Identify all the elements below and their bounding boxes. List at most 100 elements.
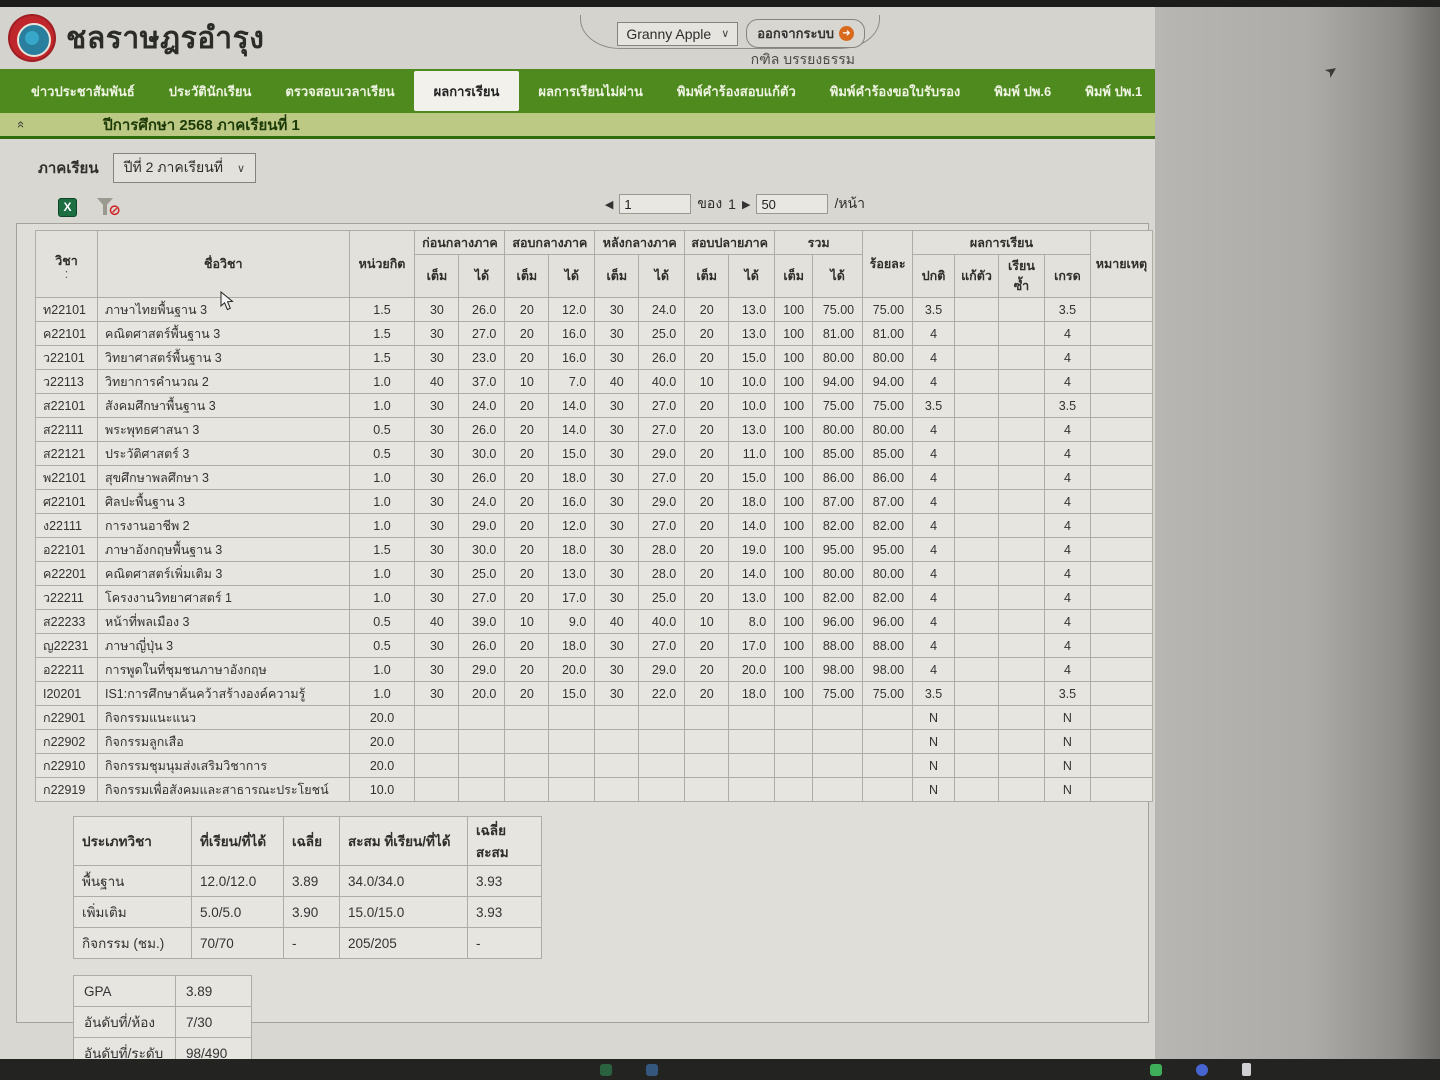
table-row[interactable]: ส22101 สังคมศึกษาพื้นฐาน 3 1.0 30 24.0 20 14.0… — [35, 393, 1154, 418]
score-cell: 18.0 — [728, 681, 776, 706]
score-cell: 30 — [414, 489, 460, 514]
clear-filter-icon[interactable]: ⊘ — [97, 197, 121, 219]
score-cell: 30 — [414, 417, 460, 442]
summary-cell: - — [467, 927, 542, 959]
score-cell: 18.0 — [548, 537, 596, 562]
taskbar-app-icon[interactable] — [1150, 1063, 1162, 1076]
col-header-full: เต็ม — [774, 254, 814, 298]
page-number-input[interactable] — [619, 194, 692, 214]
table-row[interactable]: ว22101 วิทยาศาสตร์พื้นฐาน 3 1.5 30 23.0 20 16.… — [35, 345, 1154, 370]
score-cell: N — [912, 705, 956, 730]
summary-table: ประเภทวิชา ที่เรียน/ที่ได้ เฉลี่ย สะสม ที่เ… — [73, 816, 542, 959]
summary-col-header: เฉลี่ยสะสม — [467, 816, 542, 866]
score-cell: 3.5 — [1043, 681, 1091, 706]
term-select[interactable]: ปีที่ 2 ภาคเรียนที่ ∨ — [112, 153, 257, 183]
nav-tab[interactable]: ตรวจสอบเวลาเรียน — [285, 83, 395, 99]
score-cell — [862, 753, 914, 778]
table-row[interactable]: ง22111 การงานอาชีพ 2 1.0 30 29.0 20 12.0 30 27.0… — [35, 513, 1154, 538]
subject-name-cell: IS1:การศึกษาค้นคว้าสร้างองค์ความรู้ — [96, 681, 350, 706]
score-cell: 100 — [774, 537, 814, 562]
nav-tab[interactable]: พิมพ์ ปพ.1 — [1085, 83, 1143, 99]
subject-code-cell: ง22111 — [35, 513, 98, 538]
table-row[interactable]: ส22233 หน้าที่พลเมือง 3 0.5 40 39.0 10 9.0 40 40… — [35, 609, 1154, 634]
table-row[interactable]: ก22910 กิจกรรมชุมนุมส่งเสริมวิชาการ 20.0 N N — [35, 753, 1154, 778]
next-page-icon[interactable]: ▶ — [741, 198, 751, 211]
table-row[interactable]: ว22211 โครงงานวิทยาศาสตร์ 1 1.0 30 27.0 20 17.… — [35, 585, 1154, 610]
table-row[interactable]: ญ22231 ภาษาญี่ปุ่น 3 0.5 30 26.0 20 18.0 30 27.0… — [35, 633, 1154, 658]
table-row[interactable]: ท22101 ภาษาไทยพื้นฐาน 3 1.5 30 26.0 20 12.0 30 2… — [35, 297, 1154, 322]
score-cell: 4 — [912, 441, 956, 466]
score-cell: 30 — [414, 537, 460, 562]
taskbar-app-icon[interactable] — [1242, 1063, 1251, 1076]
nav-tab[interactable]: ผลการเรียน — [413, 71, 520, 111]
nav-tab[interactable]: พิมพ์คำร้องขอใบรับรอง — [829, 83, 961, 99]
user-dropdown[interactable]: Granny Apple ∨ — [617, 21, 739, 46]
table-row[interactable]: ก22919 กิจกรรมเพื่อสังคมและสาธารณะประโยชน… — [35, 777, 1154, 802]
table-row[interactable]: ค22201 คณิตศาสตร์เพิ่มเติม 3 1.0 30 25.0 20 13… — [35, 561, 1154, 586]
table-row[interactable]: ว22113 วิทยาการคำนวณ 2 1.0 40 37.0 10 7.0 40 40.… — [35, 369, 1154, 394]
score-cell: 100 — [774, 369, 814, 394]
summary-cell: 70/70 — [191, 927, 284, 959]
score-cell: 100 — [774, 513, 814, 538]
table-row[interactable]: ก22901 กิจกรรมแนะแนว 20.0 N N — [35, 705, 1154, 730]
score-cell: 4 — [1043, 657, 1091, 682]
score-cell: 75.00 — [812, 681, 864, 706]
score-cell — [812, 729, 864, 754]
score-cell: 20 — [684, 537, 730, 562]
nav-tab[interactable]: ข่าวประชาสัมพันธ์ — [31, 83, 135, 99]
page-size-input[interactable] — [756, 194, 829, 214]
table-row[interactable]: ส22121 ประวัติศาสตร์ 3 0.5 30 30.0 20 15.0 30 29… — [35, 441, 1154, 466]
nav-tab[interactable]: พิมพ์คำร้องสอบแก้ตัว — [676, 83, 796, 99]
score-cell — [774, 729, 814, 754]
grades-subheader-row: เต็ม ได้ เต็ม ได้ เต็ม ได้ เต็ม ได้ เต็ม ได้ ปกติแ… — [36, 254, 1153, 298]
table-row[interactable]: ก22902 กิจกรรมลูกเสือ 20.0 N N — [35, 729, 1154, 754]
col-header-result: ปกติ — [912, 254, 956, 298]
taskbar-app-icon[interactable] — [646, 1063, 658, 1076]
score-cell: 100 — [774, 657, 814, 682]
score-cell: 13.0 — [728, 297, 776, 322]
term-filter-label: ภาคเรียน — [38, 160, 99, 177]
score-cell: 30 — [414, 465, 460, 490]
summary-col-header: สะสม ที่เรียน/ที่ได้ — [339, 816, 468, 866]
nav-tab[interactable]: ผลการเรียนไม่ผ่าน — [538, 83, 643, 99]
score-cell: 100 — [774, 465, 814, 490]
score-cell: 96.00 — [862, 609, 914, 634]
gpa-row: GPA 3.89 — [73, 975, 252, 1007]
col-group-final-exam: สอบปลายภาค — [684, 230, 776, 255]
table-row[interactable]: อ22211 การพูดในที่ชุมชนภาษาอังกฤษ 1.0 30 29.… — [35, 657, 1154, 682]
subject-name-cell: ศิลปะพื้นฐาน 3 — [96, 489, 350, 514]
score-cell: 98.00 — [862, 657, 914, 682]
taskbar-app-icon[interactable] — [600, 1063, 612, 1076]
table-row[interactable]: ค22101 คณิตศาสตร์พื้นฐาน 3 1.5 30 27.0 20 16.0… — [35, 321, 1154, 346]
logout-button[interactable]: ออกจากระบบ ➜ — [746, 19, 865, 48]
score-cell: 82.00 — [862, 585, 914, 610]
score-cell: 80.00 — [812, 345, 864, 370]
table-row[interactable]: ส22111 พระพุทธศาสนา 3 0.5 30 26.0 20 14.0 30 27.… — [35, 417, 1154, 442]
score-cell: 15.0 — [728, 465, 776, 490]
nav-tab[interactable]: พิมพ์ ปพ.6 — [994, 83, 1052, 99]
table-row[interactable]: ศ22101 ศิลปะพื้นฐาน 3 1.0 30 24.0 20 16.0 30 29.… — [35, 489, 1154, 514]
col-header-full: เต็ม — [684, 254, 730, 298]
nav-tab[interactable]: ประวัตินักเรียน — [168, 83, 252, 99]
table-row[interactable]: อ22101 ภาษาอังกฤษพื้นฐาน 3 1.5 30 30.0 20 18.0… — [35, 537, 1154, 562]
score-cell — [548, 777, 596, 802]
table-row[interactable]: I20201 IS1:การศึกษาค้นคว้าสร้างองค์ความรู… — [35, 681, 1154, 706]
table-row[interactable]: พ22101 สุขศึกษาพลศึกษา 3 1.0 30 26.0 20 18.0 30… — [35, 465, 1154, 490]
score-cell — [954, 537, 999, 562]
app-header: ชลราษฎรอำรุง Granny Apple ∨ ออกจากระบบ ➜… — [0, 7, 1155, 69]
col-header-result: เรียนซ้ำ — [997, 254, 1045, 298]
subject-code-cell: อ22211 — [35, 657, 98, 682]
subject-name-cell: กิจกรรมแนะแนว — [96, 705, 350, 730]
col-header-full: เต็ม — [594, 254, 640, 298]
taskbar-app-icon[interactable] — [1196, 1063, 1208, 1076]
score-cell: 20 — [684, 297, 730, 322]
prev-page-icon[interactable]: ◀ — [604, 198, 614, 211]
score-cell: 40.0 — [638, 609, 686, 634]
export-excel-icon[interactable]: X — [58, 197, 77, 217]
collapse-icon[interactable]: « — [14, 120, 30, 129]
score-cell: 1.0 — [348, 465, 416, 490]
subject-code-cell: ส22121 — [35, 441, 98, 466]
subject-code-cell: พ22101 — [35, 465, 98, 490]
grades-table: วิชา : ชื่อวิชา หน่วยกิต ก่อนกลางภาค สอบ… — [35, 230, 1154, 802]
score-cell — [954, 585, 999, 610]
